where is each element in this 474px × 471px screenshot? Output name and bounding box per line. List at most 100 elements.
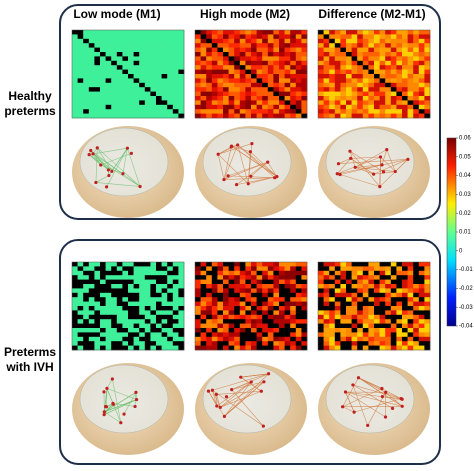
heatmap-cell xyxy=(211,262,218,267)
heatmap-cell xyxy=(256,43,263,48)
heatmap-cell xyxy=(267,279,274,285)
heatmap-cell xyxy=(150,310,157,316)
heatmap-cell xyxy=(245,266,252,272)
heatmap-cell xyxy=(128,109,134,114)
heatmap-cell xyxy=(284,87,291,92)
heatmap-cell xyxy=(279,297,285,302)
heatmap-cell xyxy=(362,328,369,333)
heatmap-cell xyxy=(396,345,403,351)
heatmap-cell xyxy=(77,60,84,66)
heatmap-cell xyxy=(172,96,179,101)
heatmap-cell xyxy=(139,104,146,110)
heatmap-cell xyxy=(116,56,123,62)
heatmap-cell xyxy=(267,69,274,75)
electrode xyxy=(381,170,386,174)
heatmap-cell xyxy=(346,43,352,48)
heatmap-cell xyxy=(290,297,297,302)
heatmap-cell xyxy=(172,306,179,311)
heatmap-cell xyxy=(94,328,101,333)
heatmap-cell xyxy=(368,345,375,351)
heatmap-cell xyxy=(77,279,84,285)
heatmap-cell xyxy=(211,275,218,280)
heatmap-cell xyxy=(94,109,101,114)
heatmap-cell xyxy=(295,301,302,307)
heatmap-cell xyxy=(346,96,352,101)
heatmap-cell xyxy=(362,266,369,272)
heatmap-cell xyxy=(385,60,392,66)
heatmap-cell xyxy=(362,100,369,106)
heatmap-cell xyxy=(413,262,420,267)
heatmap-cell xyxy=(346,262,352,267)
heatmap-cell xyxy=(374,65,380,70)
heatmap-cell xyxy=(273,341,280,346)
heatmap-cell xyxy=(262,34,269,40)
heatmap-cell xyxy=(161,319,168,324)
heatmap-cell xyxy=(251,34,257,40)
heatmap-cell xyxy=(150,297,157,302)
heatmap-cell xyxy=(228,288,235,294)
heatmap-cell xyxy=(217,104,224,110)
heatmap-cell xyxy=(256,52,263,57)
heatmap-cell xyxy=(318,332,324,338)
heatmap-cell xyxy=(156,87,162,92)
heatmap-cell xyxy=(301,96,308,101)
connection xyxy=(350,156,381,159)
heatmap-cell xyxy=(362,292,369,298)
heatmap-cell xyxy=(279,96,285,101)
heatmap-cell xyxy=(211,270,218,276)
heatmap-cell xyxy=(105,319,112,324)
heatmap-cell xyxy=(234,332,241,338)
heatmap-cell xyxy=(228,91,235,97)
electrode xyxy=(335,172,339,176)
heatmap-cell xyxy=(206,52,213,57)
heatmap-cell xyxy=(390,69,397,75)
heatmap-cell xyxy=(77,266,84,272)
heatmap-cell xyxy=(88,319,95,324)
heatmap-cell xyxy=(156,56,162,62)
brain-render xyxy=(318,126,430,218)
heatmap-cell xyxy=(279,82,285,88)
heatmap-cell xyxy=(128,288,134,294)
heatmap-frame xyxy=(194,261,308,351)
heatmap-cell xyxy=(150,113,157,119)
colorbar-tick-label: -0.04 xyxy=(459,324,473,330)
heatmap-cell xyxy=(228,60,235,66)
heatmap-cell xyxy=(418,96,425,101)
heatmap-cell xyxy=(273,284,280,289)
heatmap-cell xyxy=(105,38,112,44)
electrode xyxy=(341,405,345,409)
heatmap-cell xyxy=(340,314,347,320)
heatmap-cell xyxy=(279,60,285,66)
heatmap-cell xyxy=(77,38,84,44)
heatmap-cell xyxy=(245,284,252,289)
heatmap-cell xyxy=(323,74,330,79)
heatmap-cell xyxy=(211,292,218,298)
heatmap-cell xyxy=(88,87,95,92)
heatmap-cell xyxy=(206,301,213,307)
heatmap-cell xyxy=(150,104,157,110)
heatmap-cell xyxy=(424,65,431,70)
heatmap-cell xyxy=(273,60,280,66)
heatmap-cell xyxy=(346,301,352,307)
electrode xyxy=(250,141,254,146)
heatmap-cell xyxy=(100,100,106,106)
heatmap-cell xyxy=(133,284,140,289)
colorbar-tick-label: 0.03 xyxy=(459,192,471,198)
heatmap-cell xyxy=(413,100,420,106)
heatmap-cell xyxy=(402,96,408,101)
heatmap-cell xyxy=(72,87,78,92)
heatmap-cell xyxy=(368,87,375,92)
heatmap-cell xyxy=(251,288,257,294)
heatmap-cell xyxy=(100,113,106,119)
heatmap-cell xyxy=(133,310,140,316)
heatmap-cell xyxy=(323,275,330,280)
heatmap-cell xyxy=(402,328,408,333)
heatmap-cell xyxy=(290,30,297,35)
heatmap-cell xyxy=(323,56,330,62)
heatmap-cell xyxy=(346,74,352,79)
heatmap-cell xyxy=(111,100,118,106)
heatmap-cell xyxy=(245,56,252,62)
heatmap-cell xyxy=(251,69,257,75)
heatmap-cell xyxy=(245,82,252,88)
heatmap-cell xyxy=(223,292,229,298)
